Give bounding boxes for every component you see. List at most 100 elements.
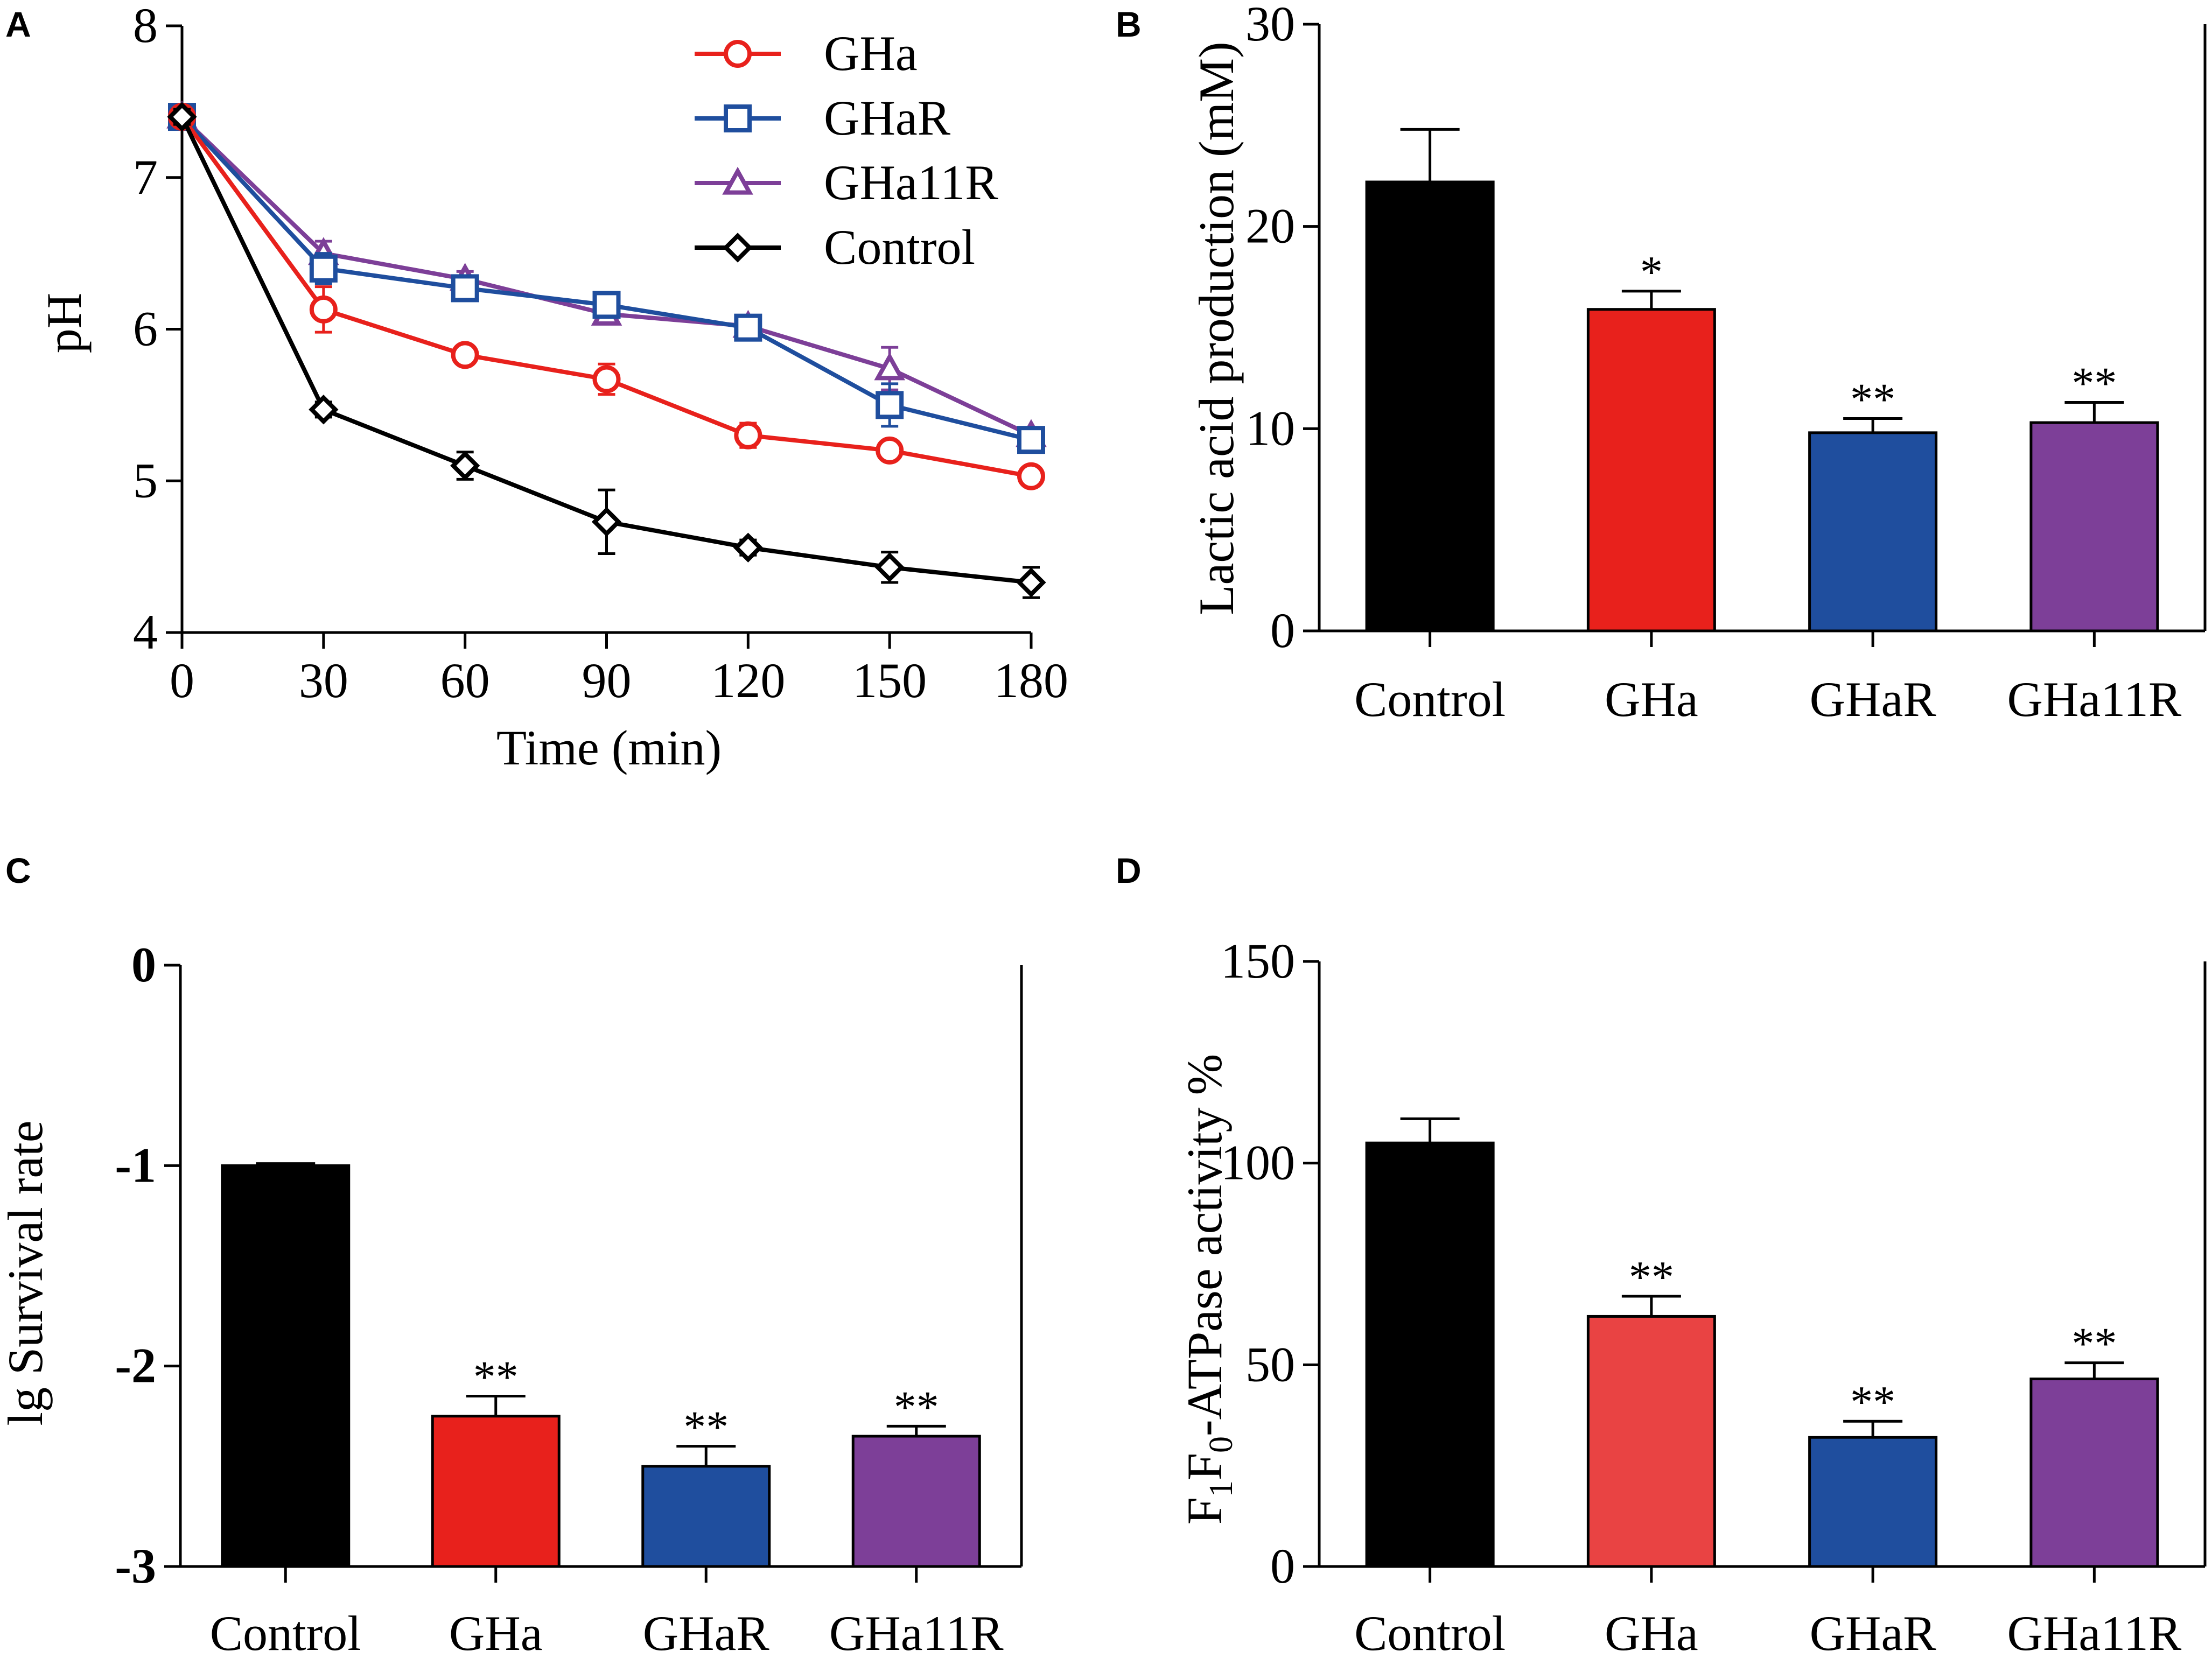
panel-b-bar-gha11r [2029,421,2159,633]
panel-d-bar-control [1365,1141,1495,1568]
panel-a-line-chart: A pH Time (min) GHa GHaR GHa11R Control 4 5 6… [5,0,1068,775]
panel-a-point-ghar [734,313,762,342]
panel-d-significance: ** [2071,1319,2117,1369]
panel-a-point-ghar [876,391,904,419]
panel-b-bar-control [1365,180,1495,633]
legend-label-control: Control [824,220,975,275]
panel-a-ylabel: pH [37,293,92,353]
panel-a-point-control [591,507,622,537]
panel-c-category-label: GHa11R [829,1606,1004,1658]
legend-marker-gha11r [722,166,753,195]
panel-a-point-control [167,102,197,132]
panel-d-ytick-label: 150 [1221,933,1295,988]
panel-c-bar-control [221,1164,351,1568]
panel-d-bar-gha11r [2029,1378,2159,1568]
panel-b-significance: ** [1850,375,1895,425]
legend-marker-gha [724,40,752,68]
panel-c-significance: ** [894,1382,939,1432]
panel-c-ylabel: lg Survival rate [0,1120,53,1425]
panel-b-bar-chart: B Lactic acid production (mM) 0 10 20 30 Con… [1116,0,2207,727]
panel-a-point-ghar [309,254,338,283]
panel-a-ytick-label: 8 [133,0,158,53]
panel-b-ytick-label: 20 [1245,199,1295,254]
panel-d-ylabel: F1F0-ATPase activity % [1177,1054,1240,1525]
panel-c-bar-gha [431,1415,561,1568]
panel-c-category-label: GHa [449,1606,543,1658]
panel-a-legend: GHa GHaR GHa11R Control [695,26,998,275]
panel-d-ylabel-rest: -ATPase activity % [1177,1054,1232,1436]
panel-d-bar-gha [1586,1315,1716,1568]
panel-d-ylabel-f0: F [1177,1453,1232,1480]
legend-label-gha11r: GHa11R [824,155,998,210]
panel-a-xtick-label: 90 [582,653,632,708]
panel-d-ytick-label: 50 [1245,1337,1295,1392]
panel-a-point-gha [592,365,621,394]
legend-marker-ghar [724,104,752,132]
panel-a-xtick-label: 30 [299,653,348,708]
panel-d-ytick-label: 0 [1270,1538,1295,1593]
panel-b-category-label: GHa [1605,672,1698,727]
panel-d-letter: D [1116,851,1142,890]
panel-a-point-gha [734,421,762,449]
panel-a-series-gha [168,103,1045,490]
panel-c-category-label: GHaR [643,1606,770,1658]
panel-c-ytick-label: 0 [131,937,156,992]
panel-c-bar-chart: C lg Survival rate -3 -2 -1 0 Control GHa ** GH… [0,851,1023,1658]
legend-marker-control [723,233,753,263]
panel-b-bar-ghar [1808,431,1938,633]
panel-d-ylabel-sub1: 1 [1203,1480,1240,1497]
panel-a-point-control [874,552,905,582]
panel-a-xtick-label: 0 [170,653,194,708]
panel-a-series-control [167,102,1046,599]
panel-b-category-label: GHa11R [2007,672,2182,727]
panel-b-ytick-label: 0 [1270,603,1295,658]
panel-a-point-ghar [592,291,621,319]
panel-d-significance: ** [1629,1252,1674,1302]
panel-b-bar-gha [1586,308,1716,633]
panel-b-significance: ** [2071,358,2117,408]
panel-d-ytick-label: 100 [1221,1135,1295,1190]
panel-d-significance: ** [1850,1377,1895,1427]
panel-a-point-ghar [1017,426,1045,454]
panel-a-xtick-label: 120 [711,653,785,708]
panel-d-category-label: GHa11R [2007,1606,2182,1658]
panel-c-ytick-label: -1 [115,1137,156,1192]
panel-d-category-label: GHa [1605,1606,1698,1658]
panel-d-ylabel-f1: F [1177,1497,1232,1524]
panel-a-point-control [450,451,480,481]
panel-a-letter: A [5,4,31,44]
panel-a-point-control [309,395,339,425]
panel-c-ytick-label: -3 [115,1538,156,1593]
panel-a-point-control [733,532,763,563]
panel-a-point-ghar [451,274,479,303]
panel-a-point-gha [309,295,338,324]
panel-a-point-gha [876,436,904,465]
panel-a-point-gha [451,341,479,369]
legend-label-gha: GHa [824,26,918,81]
panel-b-ytick-label: 30 [1245,0,1295,51]
panel-a-xlabel: Time (min) [496,720,722,775]
panel-a-xtick-label: 150 [852,653,927,708]
panel-d-category-label: Control [1354,1606,1506,1658]
panel-a-ytick-label: 5 [133,453,158,508]
panel-b-significance: * [1640,247,1663,297]
panel-a-ytick-label: 6 [133,301,158,356]
panel-c-bar-gha11r [851,1435,981,1568]
panel-b-letter: B [1116,4,1142,44]
panel-a-ytick-label: 4 [133,605,158,659]
panel-d-bar-chart: D F1F0-ATPase activity % 050100150Contro… [1116,851,2207,1658]
panel-a-ytick-label: 7 [133,150,158,205]
panel-d-ylabel-sub2: 0 [1203,1436,1240,1453]
panel-a-point-gha [1017,462,1045,490]
legend-label-ghar: GHaR [824,90,951,145]
panel-c-ytick-label: -2 [115,1338,156,1393]
panel-c-bar-ghar [641,1465,771,1568]
panel-c-significance: ** [683,1402,729,1452]
panel-c-significance: ** [473,1352,519,1402]
panel-a-xtick-label: 60 [440,653,490,708]
panel-a-point-gha11r [874,352,905,381]
panel-d-category-label: GHaR [1810,1606,1937,1658]
panel-b-ylabel: Lactic acid production (mM) [1189,41,1244,615]
panel-a-point-control [1016,567,1046,598]
